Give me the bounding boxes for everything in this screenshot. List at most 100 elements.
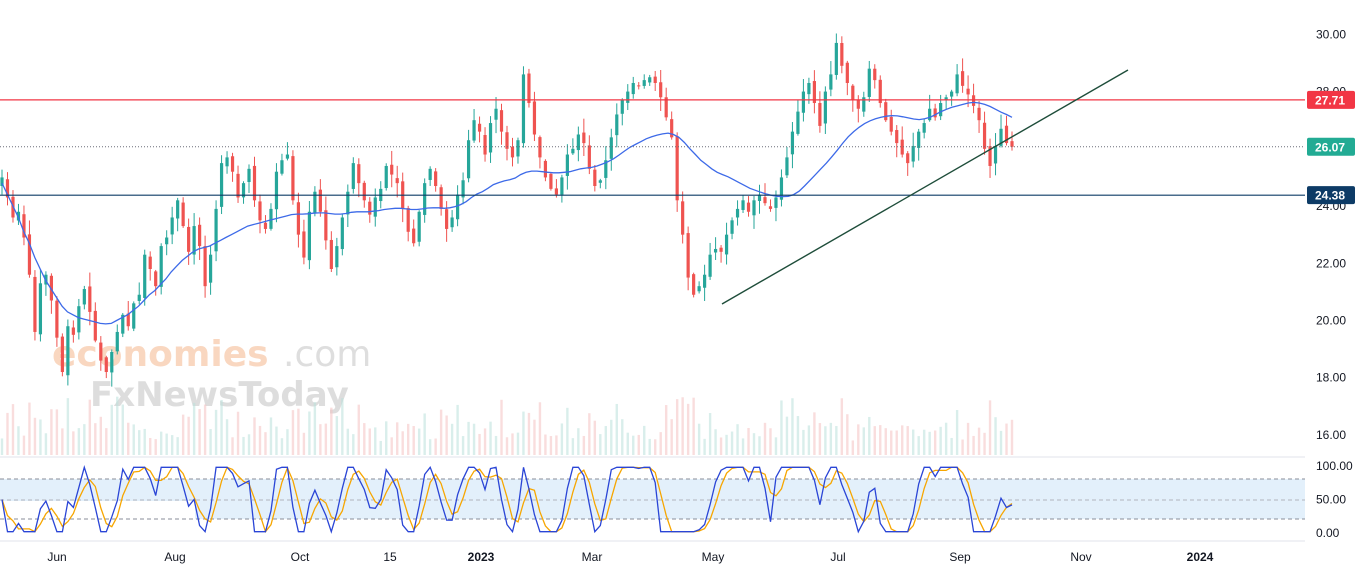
volume-bar — [302, 432, 306, 455]
candle — [818, 91, 822, 133]
candle — [565, 144, 569, 190]
volume-bar — [22, 435, 26, 455]
volume-bar — [873, 426, 876, 455]
volume-bar — [99, 416, 103, 455]
volume-bar — [972, 435, 975, 455]
candle — [724, 222, 729, 265]
candle — [626, 84, 630, 111]
volume-bar — [28, 402, 31, 455]
candle — [313, 186, 317, 217]
volume-bar — [868, 416, 871, 455]
volume-bar — [198, 409, 201, 455]
volume-bar — [955, 410, 959, 455]
volume-bar — [917, 436, 920, 455]
volume-bar — [143, 428, 146, 455]
candle — [302, 219, 306, 265]
price-tick-label: 30.00 — [1316, 27, 1346, 41]
time-tick-label: Oct — [291, 550, 310, 564]
candle — [423, 178, 427, 223]
volume-bar — [571, 438, 575, 455]
candle — [829, 61, 833, 97]
candle — [203, 235, 207, 298]
volume-bar — [308, 411, 311, 455]
candle — [280, 153, 284, 176]
stochastic-tick-label: 100.00 — [1316, 459, 1353, 473]
candle — [219, 155, 224, 215]
volume-bar — [593, 420, 597, 455]
candle — [906, 151, 910, 176]
volume-bar — [774, 437, 778, 455]
candle — [697, 281, 701, 294]
volume-bar — [769, 428, 772, 455]
candle — [735, 200, 740, 226]
volume-bar — [851, 440, 855, 455]
candle — [708, 242, 712, 280]
candle — [785, 147, 789, 178]
candle — [110, 349, 114, 387]
volume-bar — [489, 421, 492, 455]
watermark: economies .com FxNewsToday — [52, 334, 371, 415]
candle — [939, 94, 943, 121]
volume-bar — [527, 412, 531, 455]
candle — [516, 137, 520, 164]
volume-bar — [796, 416, 800, 455]
candle — [609, 128, 613, 171]
volume-bar — [895, 430, 898, 455]
volume-bar — [132, 424, 135, 455]
candle — [917, 128, 921, 161]
stochastic-tick-label: 0.00 — [1316, 526, 1340, 540]
candle — [719, 245, 723, 263]
candle — [132, 301, 136, 332]
candle — [790, 121, 795, 169]
candle — [971, 83, 976, 114]
candle — [357, 158, 361, 198]
candle — [340, 214, 344, 256]
volume-bar — [231, 437, 234, 455]
volume-bar — [857, 424, 860, 455]
candle — [543, 159, 548, 182]
time-tick-label: Sep — [949, 550, 971, 564]
volume-bar — [911, 429, 915, 455]
volume-bar — [17, 426, 20, 455]
time-tick-label: 15 — [383, 550, 397, 564]
candle — [532, 91, 537, 142]
volume-bar — [692, 397, 695, 455]
candle — [285, 142, 290, 161]
candle — [137, 282, 141, 305]
volume-bar — [291, 410, 295, 455]
volume-bar — [599, 434, 602, 455]
volume-bar — [275, 426, 278, 455]
candle — [752, 195, 756, 229]
candle — [840, 36, 844, 74]
svg-text:FxNewsToday: FxNewsToday — [90, 375, 349, 415]
volume-bar — [983, 432, 986, 455]
candle — [296, 192, 301, 248]
volume-bar — [313, 402, 317, 455]
volume-bar — [406, 423, 410, 455]
trend-line[interactable] — [721, 69, 1129, 305]
candle — [856, 95, 860, 123]
stochastic-band-fill — [195, 479, 1305, 519]
volume-bar — [456, 404, 459, 455]
volume-bar — [149, 437, 152, 455]
volume-bar — [0, 438, 4, 455]
volume-bar — [961, 439, 964, 455]
volume-bars — [0, 396, 1014, 455]
volume-bar — [818, 423, 822, 455]
candle — [27, 220, 32, 278]
candle — [335, 237, 339, 276]
volume-bar — [994, 417, 997, 455]
candle — [159, 243, 163, 295]
candle — [5, 172, 10, 206]
volume-bar — [187, 416, 190, 455]
candle — [22, 205, 26, 246]
candle — [779, 169, 784, 207]
candle — [796, 100, 800, 136]
volume-bar — [1010, 419, 1014, 455]
volume-bar — [604, 426, 608, 455]
volume-bar — [879, 425, 882, 455]
candle — [241, 181, 246, 204]
volume-bar — [626, 432, 629, 455]
volume-bar — [33, 417, 37, 455]
